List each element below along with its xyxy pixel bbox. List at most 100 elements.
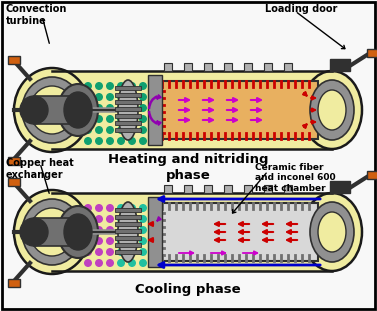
Ellipse shape	[64, 92, 92, 128]
Ellipse shape	[20, 218, 48, 246]
Ellipse shape	[310, 80, 354, 140]
Circle shape	[106, 204, 114, 212]
Circle shape	[128, 237, 136, 245]
Circle shape	[84, 104, 92, 112]
Circle shape	[128, 226, 136, 234]
Bar	[244, 185, 252, 193]
Circle shape	[95, 115, 103, 123]
Circle shape	[106, 137, 114, 145]
Circle shape	[95, 248, 103, 256]
Ellipse shape	[22, 77, 82, 143]
Bar	[158, 81, 318, 139]
Bar	[34, 218, 78, 246]
Text: Loading door: Loading door	[265, 4, 337, 14]
Ellipse shape	[14, 190, 90, 274]
Circle shape	[117, 104, 125, 112]
Text: Ceramic fiber
and inconel 600
heat chamber: Ceramic fiber and inconel 600 heat chamb…	[255, 163, 336, 193]
Circle shape	[128, 126, 136, 134]
Bar	[184, 63, 192, 71]
Bar	[224, 185, 232, 193]
Ellipse shape	[14, 68, 90, 152]
Circle shape	[106, 226, 114, 234]
Circle shape	[139, 82, 147, 90]
Circle shape	[84, 259, 92, 267]
Ellipse shape	[64, 214, 92, 250]
Circle shape	[117, 259, 125, 267]
Circle shape	[150, 237, 158, 245]
Bar	[115, 243, 141, 247]
Bar	[115, 222, 141, 226]
Bar	[8, 178, 20, 186]
Circle shape	[139, 204, 147, 212]
Circle shape	[150, 82, 158, 90]
Bar	[204, 63, 212, 71]
Bar	[52, 193, 328, 271]
Circle shape	[95, 215, 103, 223]
Bar	[204, 185, 212, 193]
Circle shape	[150, 93, 158, 101]
Bar	[115, 121, 141, 125]
Circle shape	[128, 82, 136, 90]
Circle shape	[150, 137, 158, 145]
Circle shape	[139, 104, 147, 112]
Bar	[8, 157, 20, 165]
Circle shape	[95, 82, 103, 90]
Circle shape	[139, 259, 147, 267]
Bar	[158, 203, 318, 261]
Circle shape	[128, 204, 136, 212]
Ellipse shape	[310, 202, 354, 262]
Circle shape	[117, 248, 125, 256]
Circle shape	[95, 259, 103, 267]
Circle shape	[139, 115, 147, 123]
Circle shape	[128, 93, 136, 101]
Circle shape	[95, 226, 103, 234]
Circle shape	[106, 82, 114, 90]
Circle shape	[84, 93, 92, 101]
Text: Copper heat
exchanger: Copper heat exchanger	[6, 158, 74, 179]
Circle shape	[139, 126, 147, 134]
Bar	[148, 197, 162, 267]
Ellipse shape	[318, 212, 346, 252]
Ellipse shape	[58, 84, 98, 136]
Circle shape	[84, 226, 92, 234]
Bar	[115, 229, 141, 233]
Circle shape	[150, 248, 158, 256]
Circle shape	[117, 204, 125, 212]
Ellipse shape	[302, 193, 362, 271]
Circle shape	[117, 82, 125, 90]
Circle shape	[139, 215, 147, 223]
Circle shape	[139, 226, 147, 234]
Circle shape	[95, 104, 103, 112]
Bar	[244, 63, 252, 71]
Bar	[224, 63, 232, 71]
Bar	[264, 185, 272, 193]
Circle shape	[117, 137, 125, 145]
Circle shape	[150, 104, 158, 112]
Bar	[115, 250, 141, 254]
Bar	[284, 185, 292, 193]
Circle shape	[139, 248, 147, 256]
Circle shape	[150, 226, 158, 234]
Circle shape	[84, 237, 92, 245]
Ellipse shape	[30, 208, 74, 256]
Circle shape	[128, 259, 136, 267]
Bar	[264, 63, 272, 71]
Circle shape	[95, 126, 103, 134]
Circle shape	[150, 115, 158, 123]
Circle shape	[106, 104, 114, 112]
Bar	[34, 96, 78, 124]
Circle shape	[84, 215, 92, 223]
Bar	[115, 107, 141, 111]
Circle shape	[106, 126, 114, 134]
Circle shape	[84, 137, 92, 145]
Bar	[8, 279, 20, 287]
Bar	[164, 63, 172, 71]
Circle shape	[84, 82, 92, 90]
Circle shape	[106, 248, 114, 256]
Bar	[115, 215, 141, 219]
Text: Heating and nitriding
phase: Heating and nitriding phase	[108, 153, 268, 182]
Circle shape	[128, 137, 136, 145]
Circle shape	[117, 215, 125, 223]
Circle shape	[139, 237, 147, 245]
Circle shape	[106, 93, 114, 101]
